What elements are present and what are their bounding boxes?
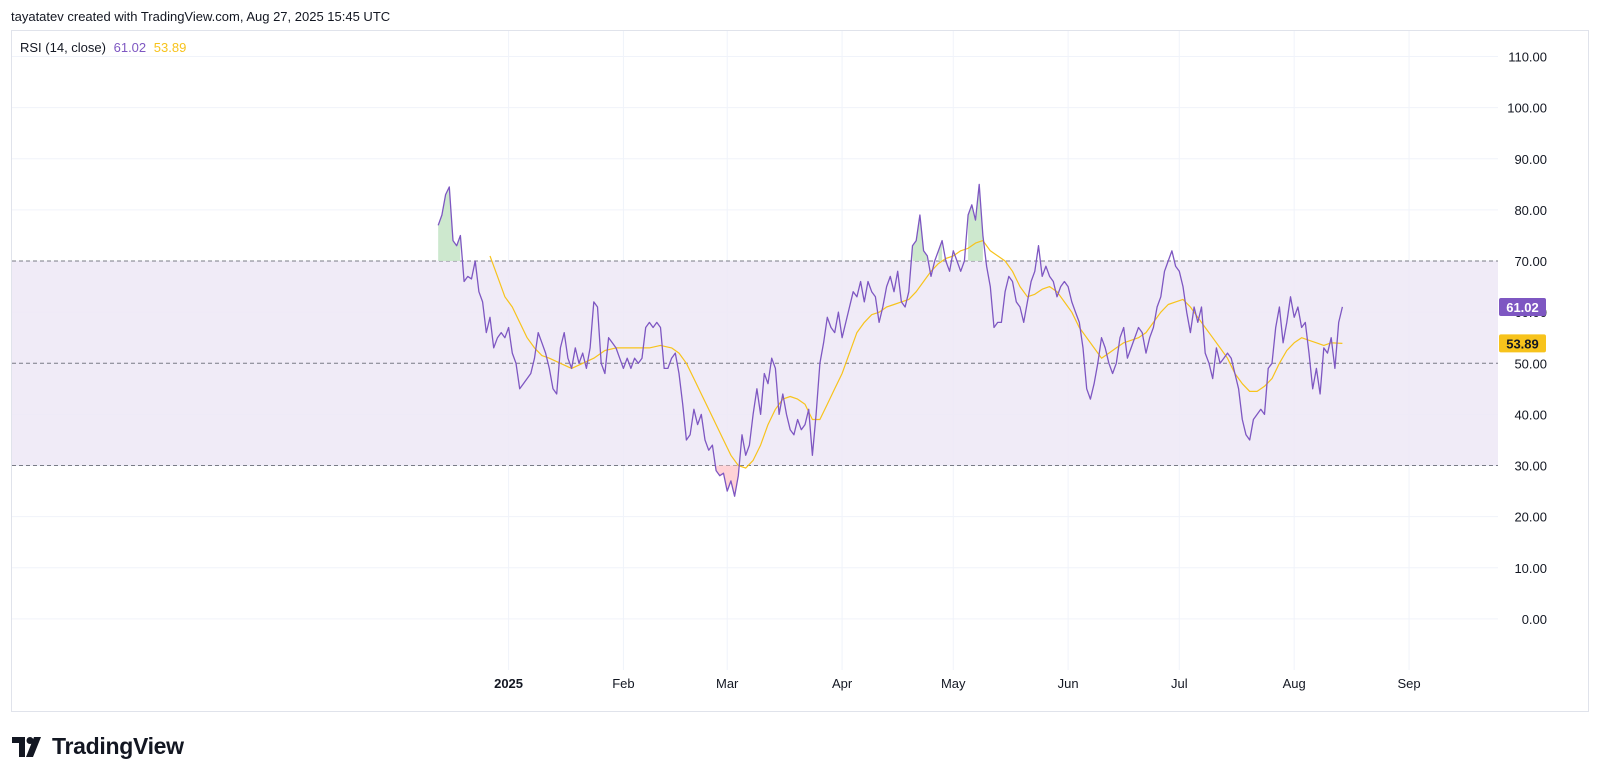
- legend-title: RSI (14, close): [20, 40, 106, 55]
- y-tick-label: 80.00: [1514, 203, 1547, 218]
- y-tick-label: 90.00: [1514, 152, 1547, 167]
- rsi-band: [12, 260, 1498, 467]
- legend-rsi-value: 61.02: [113, 40, 147, 55]
- x-tick-label: Mar: [716, 676, 739, 691]
- y-tick-label: 110.00: [1508, 50, 1547, 65]
- x-tick-label: Jun: [1058, 676, 1079, 691]
- y-tick-label: 70.00: [1514, 254, 1547, 269]
- y-tick-label: 50.00: [1514, 356, 1547, 371]
- y-tick-label: 100.00: [1507, 101, 1547, 116]
- x-tick-label: Aug: [1283, 676, 1306, 691]
- x-tick-label: 2025: [494, 676, 523, 691]
- rsi-last-value-label: 61.02: [1506, 300, 1539, 315]
- x-tick-label: Feb: [612, 676, 634, 691]
- legend-ma-value: 53.89: [153, 40, 187, 55]
- x-tick-label: May: [941, 676, 966, 691]
- rsi-last-value-label-bg: [1499, 297, 1546, 316]
- y-tick-label: 10.00: [1514, 561, 1547, 576]
- attribution-text: tayatatev created with TradingView.com, …: [11, 9, 391, 24]
- x-axis: 2025 Feb Mar Apr May Jun Jul Aug Sep: [494, 676, 1421, 691]
- overbought-fill: [912, 215, 928, 262]
- x-tick-label: Jul: [1171, 676, 1188, 691]
- y-tick-label: 20.00: [1514, 510, 1547, 525]
- tradingview-logo-icon: [12, 736, 41, 757]
- y-tick-label: 0.00: [1522, 612, 1547, 627]
- rsi-line: [437, 183, 1344, 497]
- overbought-fill: [438, 186, 461, 262]
- last-value-labels: 61.02 53.89: [1499, 297, 1546, 353]
- tradingview-logo-text: TradingView: [52, 733, 184, 759]
- x-tick-label: Apr: [832, 676, 853, 691]
- tradingview-logo[interactable]: TradingView: [12, 733, 184, 760]
- indicator-legend[interactable]: RSI (14, close) 61.02 53.89: [20, 40, 190, 55]
- y-tick-label: 40.00: [1514, 407, 1547, 422]
- y-tick-label: 30.00: [1514, 459, 1547, 474]
- chart-frame: [11, 30, 1589, 712]
- overbought-fill: [938, 240, 943, 262]
- ma-last-value-label-bg: [1499, 334, 1546, 353]
- y-axis: 110.00100.0090.0080.0070.0060.0050.0040.…: [1507, 50, 1547, 627]
- series-lines: [437, 183, 1344, 497]
- x-tick-label: Sep: [1397, 676, 1420, 691]
- ma-last-value-label: 53.89: [1506, 336, 1539, 351]
